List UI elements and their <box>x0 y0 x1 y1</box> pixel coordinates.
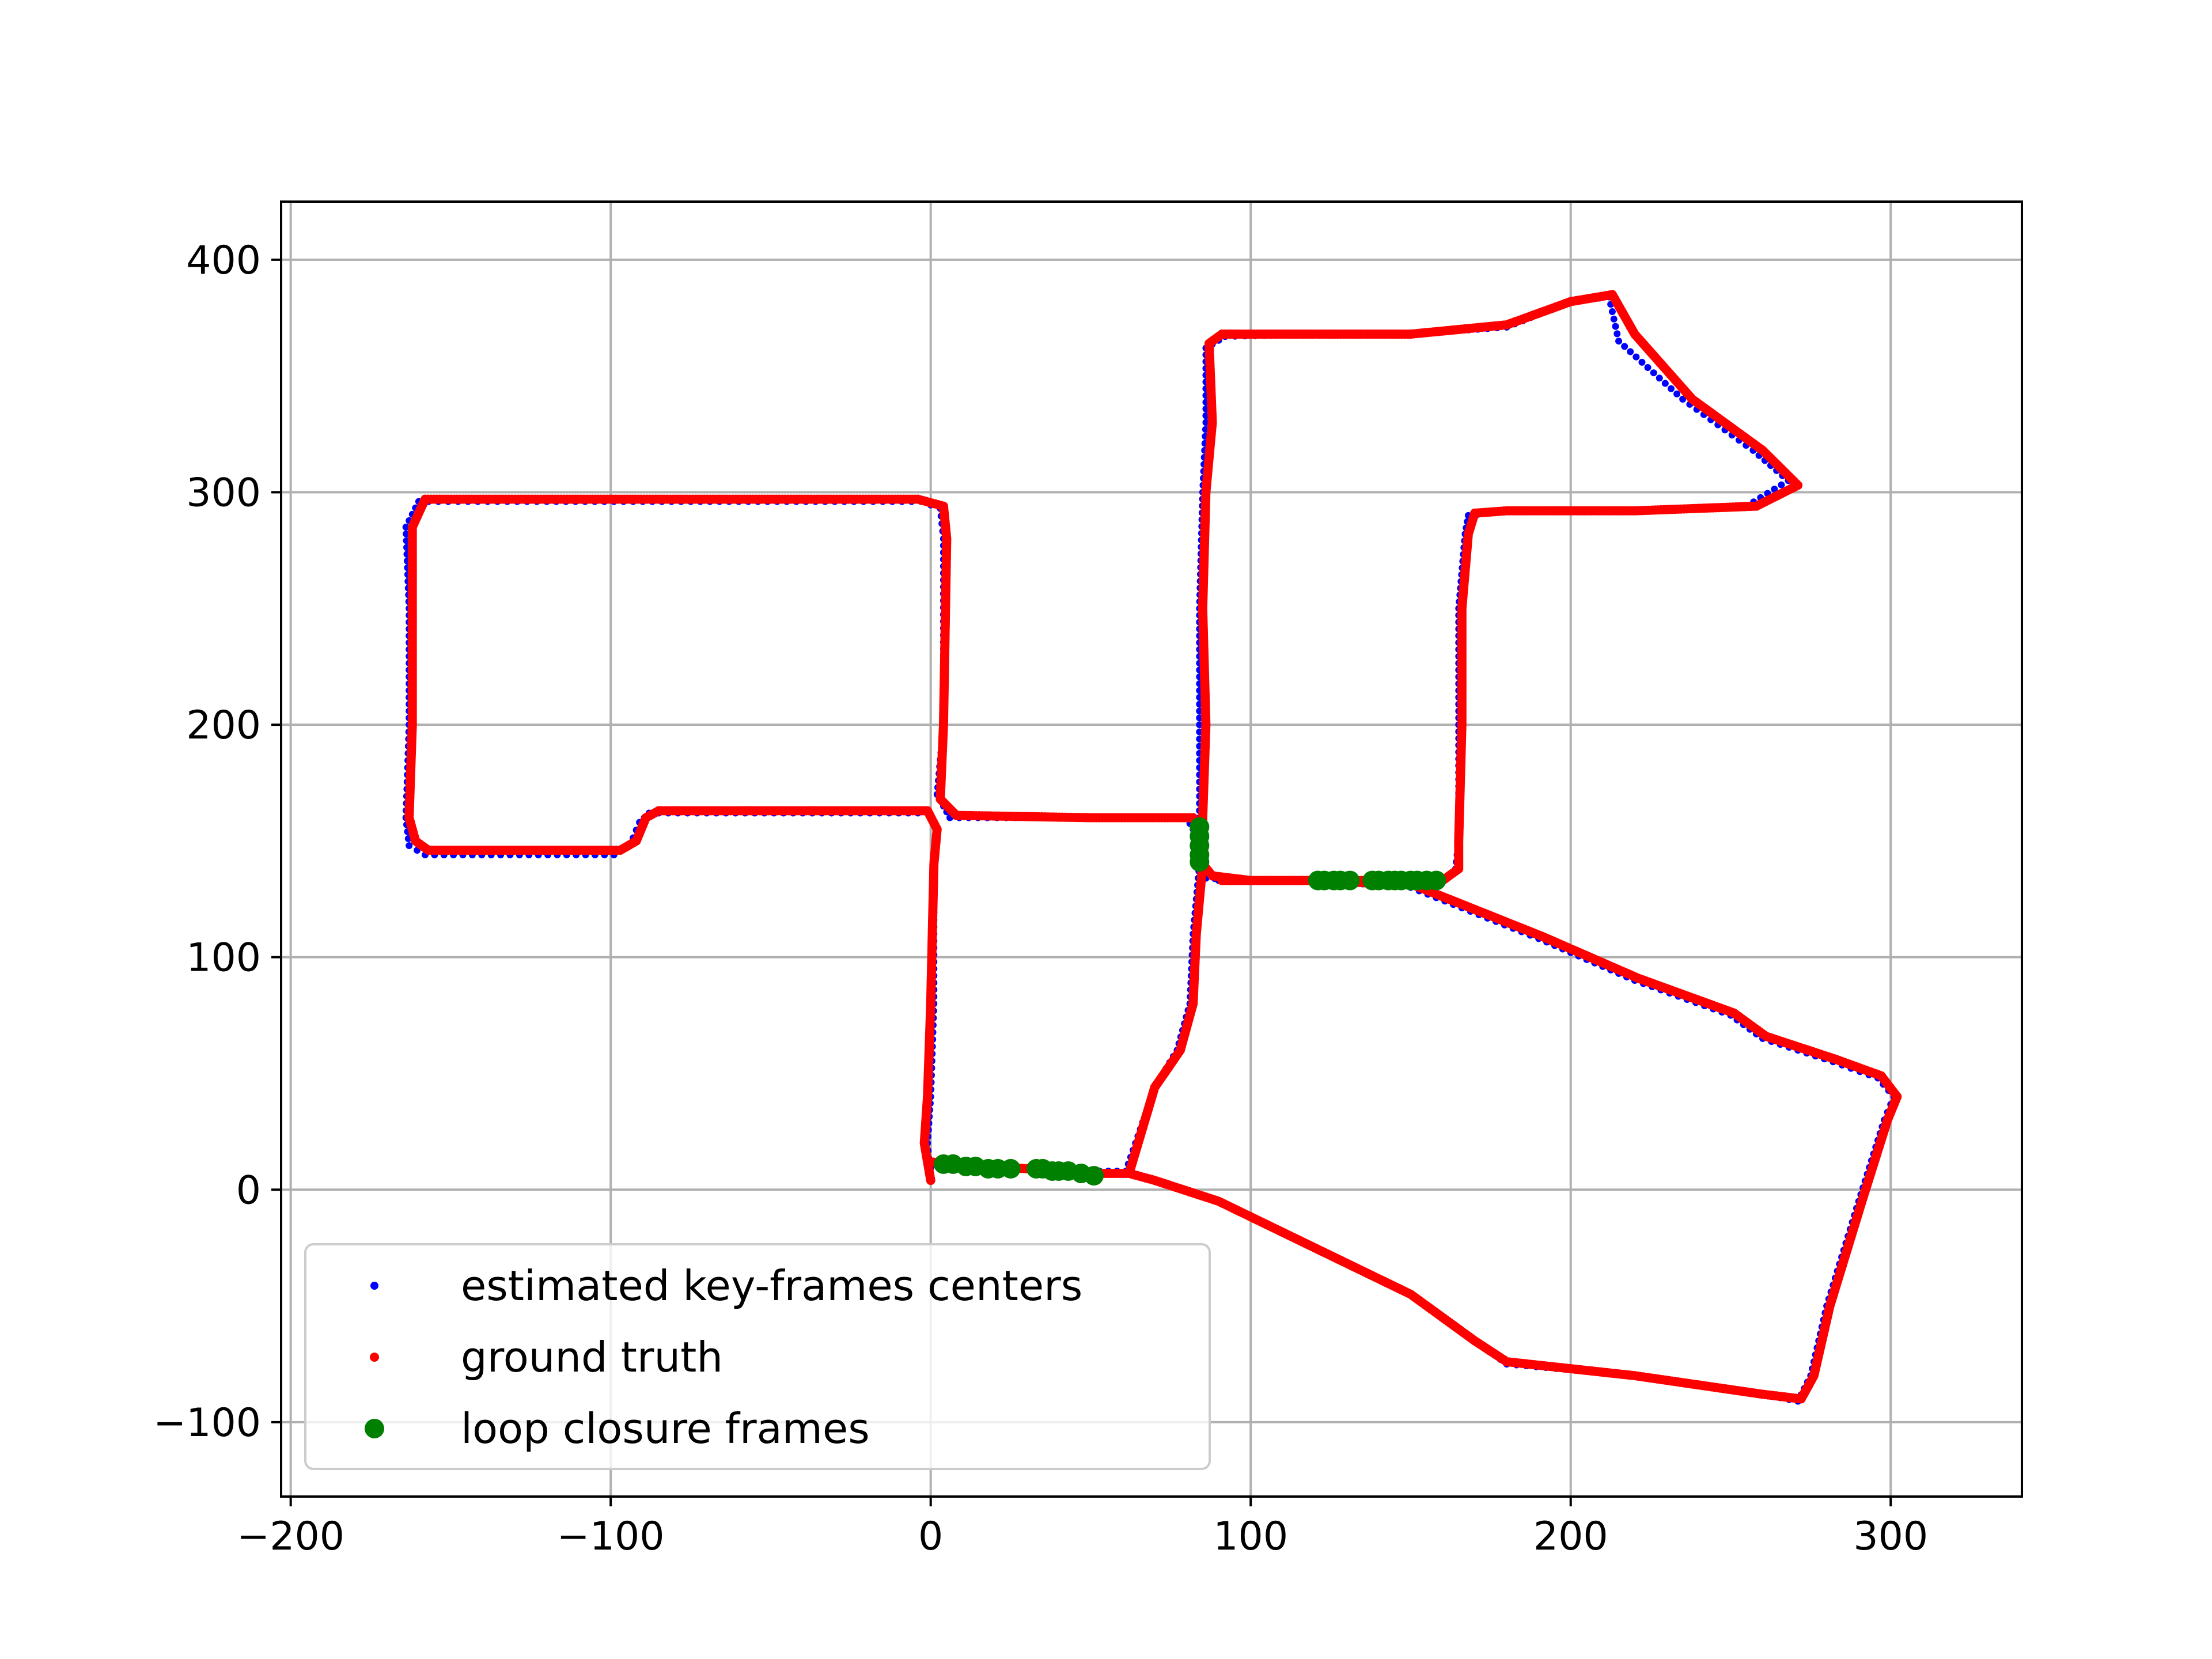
estimated-keyframe-point <box>1196 721 1203 729</box>
legend: estimated key-frames centers ground trut… <box>304 1243 1211 1470</box>
x-tick-label: −200 <box>237 1514 344 1559</box>
estimated-keyframe-point <box>1610 315 1618 323</box>
estimated-keyframe-point <box>1627 348 1634 355</box>
estimated-keyframe-point <box>1638 358 1646 366</box>
y-tick-label: 200 <box>186 703 261 748</box>
legend-marker-loop-closure <box>365 1419 384 1438</box>
loop-closure-point <box>1426 870 1446 891</box>
axis-ticks: −200 −100 0 100 200 300 −100 0 100 200 300 400 <box>153 238 1928 1559</box>
ground-truth-point <box>926 1157 935 1166</box>
legend-box <box>304 1243 1211 1470</box>
y-tick-label: 400 <box>186 238 261 283</box>
y-tick-label: 300 <box>186 470 261 516</box>
legend-marker-ground-truth <box>370 1353 379 1362</box>
estimated-keyframe-point <box>1633 353 1640 361</box>
x-tick-label: 200 <box>1533 1514 1608 1559</box>
legend-label-ground-truth: ground truth <box>461 1333 723 1381</box>
ground-truth-point <box>1217 876 1227 885</box>
y-tick-label: 100 <box>186 935 261 981</box>
x-tick-label: 0 <box>918 1514 943 1559</box>
x-tick-label: 100 <box>1213 1514 1288 1559</box>
estimated-keyframe-point <box>402 524 410 531</box>
loop-closure-point <box>1001 1158 1021 1179</box>
estimated-keyframe-point <box>1650 369 1657 377</box>
estimated-keyframe-point <box>1644 364 1652 372</box>
loop-closure-point <box>1084 1166 1104 1186</box>
estimated-keyframe-point <box>1679 396 1687 403</box>
estimated-keyframe-point <box>1771 486 1778 493</box>
estimated-keyframe-point <box>1621 343 1628 350</box>
estimated-keyframe-point <box>1656 374 1663 382</box>
y-tick-label: 0 <box>236 1168 261 1213</box>
estimated-keyframe-point <box>1612 323 1619 330</box>
loop-closure-point <box>1190 852 1210 872</box>
plot-area <box>402 290 1902 1405</box>
estimated-keyframe-point <box>1661 380 1669 387</box>
legend-label-loop-closure: loop closure frames <box>461 1404 870 1453</box>
estimated-keyframe-point <box>1608 308 1616 316</box>
x-tick-label: 300 <box>1853 1514 1928 1559</box>
legend-label-estimated: estimated key-frames centers <box>461 1262 1082 1310</box>
axes-frame <box>280 200 2023 1498</box>
estimated-keyframe-point <box>1613 330 1621 338</box>
estimated-keyframe-point <box>1673 390 1681 397</box>
y-tick-label: −100 <box>153 1400 261 1446</box>
legend-marker-estimated <box>370 1282 378 1290</box>
estimated-keyframe-point <box>1667 385 1675 392</box>
estimated-keyframe-point <box>1778 481 1785 488</box>
estimated-keyframe-point <box>1615 338 1623 345</box>
loop-closure-point <box>1340 870 1360 891</box>
x-tick-label: −100 <box>557 1514 665 1559</box>
estimated-keyframe-point <box>406 842 413 849</box>
